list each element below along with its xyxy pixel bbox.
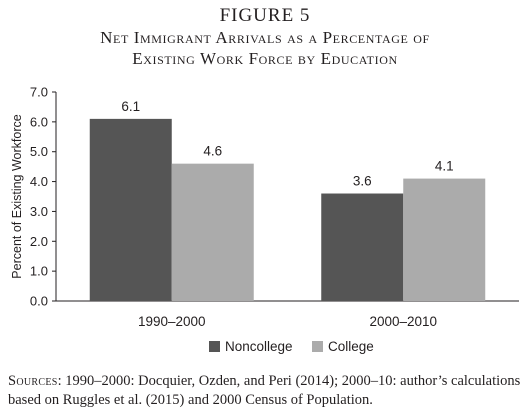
legend-swatch-noncollege <box>209 341 220 352</box>
data-label: 6.1 <box>121 99 140 114</box>
source-note: Sources: 1990–2000: Docquier, Ozden, and… <box>8 372 523 410</box>
figure-title-line-2: Existing Work Force by Education <box>132 49 398 68</box>
y-tick-label: 6.0 <box>30 114 48 129</box>
bar-chart: 0.0 1.0 2.0 3.0 4.0 5.0 6.0 7.0 Percent of Exist… <box>10 85 519 354</box>
figure-title-line-1: Net Immigrant Arrivals as a Percentage o… <box>100 28 430 47</box>
y-tick-label: 0.0 <box>30 294 48 309</box>
y-tick-label: 3.0 <box>30 204 48 219</box>
legend-swatch-college <box>312 341 323 352</box>
y-tick-label: 5.0 <box>30 144 48 159</box>
legend-label-college: College <box>328 339 374 354</box>
y-tick-label: 7.0 <box>30 85 48 100</box>
x-tick-label: 2000–2010 <box>369 314 437 329</box>
figure-label: FIGURE 5 <box>219 5 311 26</box>
y-axis-label: Percent of Existing Workforce <box>10 114 24 278</box>
x-tick-label: 1990–2000 <box>138 314 206 329</box>
y-tick-label: 4.0 <box>30 174 48 189</box>
bar-noncollege-1 <box>89 118 172 301</box>
y-tick-label: 2.0 <box>30 234 48 249</box>
bar-college-2 <box>403 178 486 301</box>
data-label: 4.6 <box>203 144 222 159</box>
data-label: 4.1 <box>435 159 454 174</box>
source-prefix: Sources <box>8 373 58 389</box>
legend-label-noncollege: Noncollege <box>225 339 293 354</box>
bar-college-1 <box>171 163 254 301</box>
bar-noncollege-2 <box>321 193 404 301</box>
data-label: 3.6 <box>353 174 372 189</box>
source-text: : 1990–2000: Docquier, Ozden, and Peri (… <box>8 373 521 408</box>
y-tick-label: 1.0 <box>30 264 48 279</box>
